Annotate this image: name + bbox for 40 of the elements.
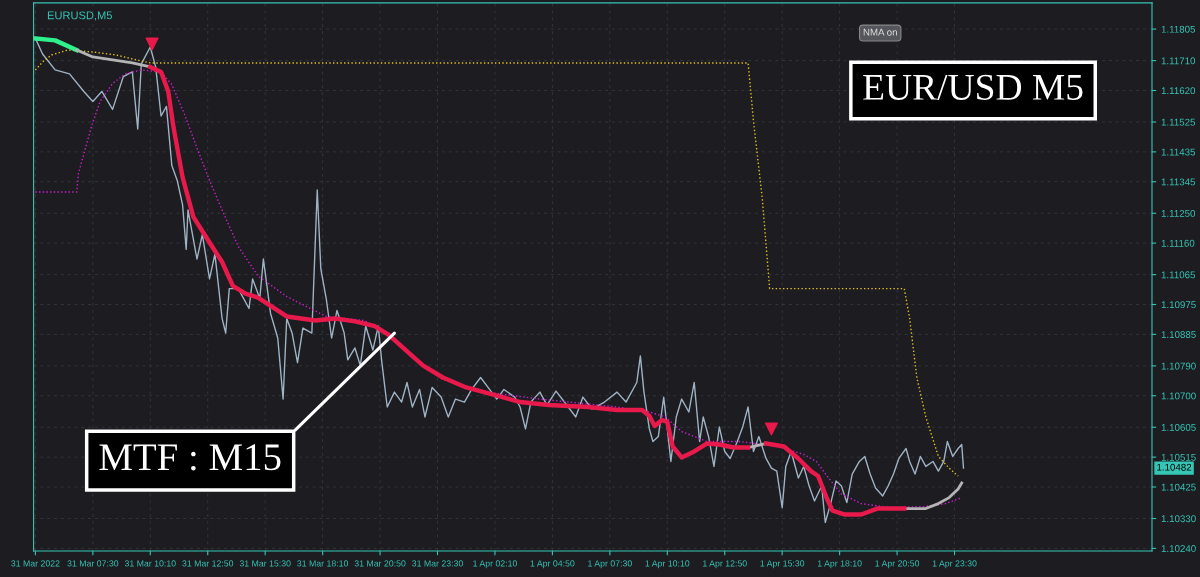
- x-tick-label: 31 Mar 2022: [11, 560, 60, 567]
- annotation: MTF : M15: [99, 444, 281, 471]
- x-tick-label: 31 Mar 23:30: [412, 560, 463, 567]
- y-tick-label: 1.10330: [1161, 515, 1196, 523]
- x-tick-label: 1 Apr 15:30: [760, 560, 805, 569]
- y-tick-label: 1.11525: [1161, 118, 1196, 126]
- y-tick-label: 1.11345: [1161, 178, 1196, 186]
- x-tick-label: 1 Apr 23:30: [932, 560, 977, 569]
- y-tick-label: 1.11805: [1161, 25, 1196, 33]
- y-tick-label: 1.11620: [1161, 87, 1196, 95]
- x-tick-label: 31 Mar 20:50: [354, 560, 406, 567]
- y-tick-label: 1.10605: [1161, 424, 1196, 431]
- y-tick-label: 1.10975: [1161, 301, 1196, 309]
- x-tick-label: 1 Apr 12:50: [703, 560, 747, 569]
- y-tick-label: 1.11710: [1161, 57, 1196, 65]
- annotation: NMA on: [863, 28, 897, 36]
- x-tick-label: 1 Apr 07:30: [588, 560, 632, 569]
- text: EURUSD,M5: [47, 11, 112, 21]
- y-tick-label: 1.10700: [1161, 392, 1196, 400]
- y-tick-label: 1.11065: [1161, 271, 1196, 279]
- x-tick-label: 31 Mar 12:50: [182, 560, 234, 567]
- annotation: EUR/USD M5: [863, 74, 1083, 100]
- text: 1.10482: [1157, 463, 1192, 471]
- y-tick-label: 1.10425: [1161, 483, 1196, 491]
- y-tick-label: 1.10790: [1161, 362, 1196, 370]
- x-tick-label: 1 Apr 02:10: [473, 560, 517, 569]
- x-tick-label: 1 Apr 10:10: [645, 560, 690, 569]
- x-tick-label: 1 Apr 04:50: [530, 560, 575, 569]
- x-tick-label: 31 Mar 15:30: [239, 560, 291, 567]
- y-tick-label: 1.11250: [1161, 209, 1196, 217]
- y-tick-label: 1.11160: [1161, 239, 1195, 247]
- x-tick-label: 1 Apr 20:50: [875, 560, 920, 569]
- x-tick-label: 31 Mar 18:10: [297, 560, 349, 567]
- y-tick-label: 1.11435: [1161, 148, 1196, 156]
- y-tick-label: 1.10515: [1161, 453, 1196, 461]
- y-tick-label: 1.10240: [1161, 545, 1196, 552]
- x-tick-label: 31 Mar 10:10: [124, 560, 176, 567]
- x-tick-label: 31 Mar 07:30: [67, 560, 119, 567]
- y-tick-label: 1.10885: [1161, 331, 1196, 338]
- x-tick-label: 1 Apr 18:10: [817, 560, 862, 569]
